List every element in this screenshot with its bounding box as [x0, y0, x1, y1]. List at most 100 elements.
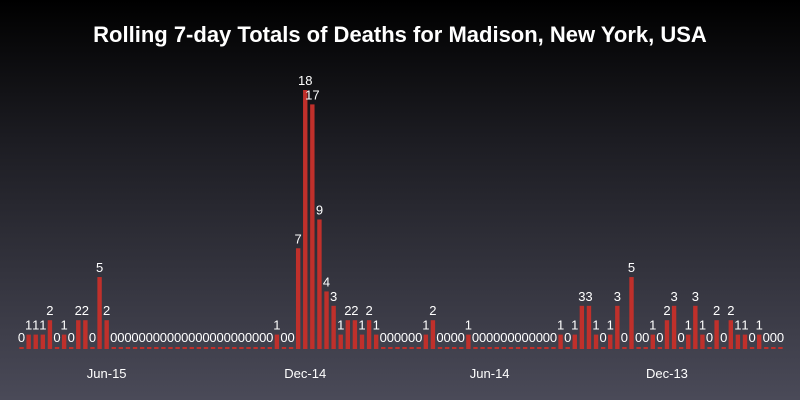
data-label: 0 [536, 330, 543, 345]
bar [487, 347, 492, 349]
data-label: 0 [486, 330, 493, 345]
bar [494, 347, 499, 349]
data-label: 0 [131, 330, 138, 345]
data-label: 0 [217, 330, 224, 345]
chart-title: Rolling 7-day Totals of Deaths for Madis… [93, 22, 707, 47]
data-label: 4 [323, 274, 330, 289]
bars-group [19, 90, 783, 349]
data-label: 0 [287, 330, 294, 345]
data-label: 0 [415, 330, 422, 345]
data-label: 0 [777, 330, 784, 345]
data-label: 0 [387, 330, 394, 345]
data-label: 0 [642, 330, 649, 345]
bar [69, 347, 74, 349]
bar [111, 347, 116, 349]
data-label: 1 [741, 318, 748, 333]
data-label: 0 [529, 330, 536, 345]
bar [182, 347, 187, 349]
bar [40, 334, 46, 349]
bar [267, 347, 272, 349]
data-label: 3 [585, 289, 592, 304]
bar [97, 277, 102, 349]
data-label: 2 [727, 303, 734, 318]
data-label: 0 [245, 330, 252, 345]
bar [303, 90, 308, 349]
bar [359, 334, 365, 349]
data-label: 0 [124, 330, 131, 345]
data-label: 2 [46, 303, 53, 318]
data-label: 0 [252, 330, 259, 345]
bar [310, 104, 315, 349]
data-label: 9 [316, 203, 323, 218]
bar [608, 334, 613, 349]
data-label: 0 [153, 330, 160, 345]
bar [338, 334, 343, 349]
data-label: 2 [344, 303, 351, 318]
data-label: 2 [82, 303, 89, 318]
bar [466, 334, 471, 349]
data-label: 0 [174, 330, 181, 345]
bar [530, 347, 535, 349]
bar [175, 347, 180, 349]
data-label: 0 [550, 330, 557, 345]
data-label: 0 [720, 330, 727, 345]
bar [522, 347, 528, 349]
bar [61, 334, 67, 349]
bar [196, 347, 202, 349]
data-label: 3 [330, 289, 337, 304]
bar [402, 347, 407, 349]
data-label: 0 [195, 330, 202, 345]
bar [139, 347, 145, 349]
bar [260, 347, 265, 349]
data-label: 0 [181, 330, 188, 345]
data-label: 0 [451, 330, 458, 345]
data-label: 0 [635, 330, 642, 345]
data-label: 0 [188, 330, 195, 345]
bar [643, 347, 648, 349]
bar [366, 320, 372, 349]
bar [764, 347, 769, 349]
bar [395, 347, 400, 349]
bar [537, 347, 542, 349]
bar [345, 320, 351, 349]
bar [288, 347, 294, 349]
bar [593, 334, 599, 349]
bar [388, 347, 393, 349]
data-label: 0 [763, 330, 770, 345]
x-ticks-group: Jun-15 Dec-14 Jun-14 Dec-13 [87, 366, 688, 381]
bar [225, 347, 230, 349]
bar [189, 347, 194, 349]
bar [721, 347, 726, 349]
data-label: 1 [358, 318, 365, 333]
data-label: 0 [89, 330, 96, 345]
bar [274, 334, 280, 349]
data-label: 5 [628, 260, 635, 275]
data-label: 2 [365, 303, 372, 318]
data-label: 1 [756, 318, 763, 333]
data-label: 0 [231, 330, 238, 345]
bar [104, 320, 109, 349]
data-label: 0 [259, 330, 266, 345]
data-label: 1 [571, 318, 578, 333]
data-label: 2 [103, 303, 110, 318]
data-label: 1 [337, 318, 344, 333]
data-label: 2 [351, 303, 358, 318]
data-label: 0 [266, 330, 273, 345]
bar [232, 347, 237, 349]
bar [678, 347, 684, 349]
data-label: 1 [734, 318, 741, 333]
data-label: 0 [656, 330, 663, 345]
bar [480, 347, 485, 349]
bar [771, 347, 776, 349]
data-label: 1 [25, 318, 32, 333]
data-label: 1 [273, 318, 280, 333]
data-label: 0 [443, 330, 450, 345]
bar [473, 347, 478, 349]
data-label: 1 [649, 318, 656, 333]
bar [430, 320, 436, 349]
data-label: 0 [394, 330, 401, 345]
data-label: 0 [68, 330, 75, 345]
bar [707, 347, 712, 349]
bar [565, 347, 570, 349]
data-label: 5 [96, 260, 103, 275]
